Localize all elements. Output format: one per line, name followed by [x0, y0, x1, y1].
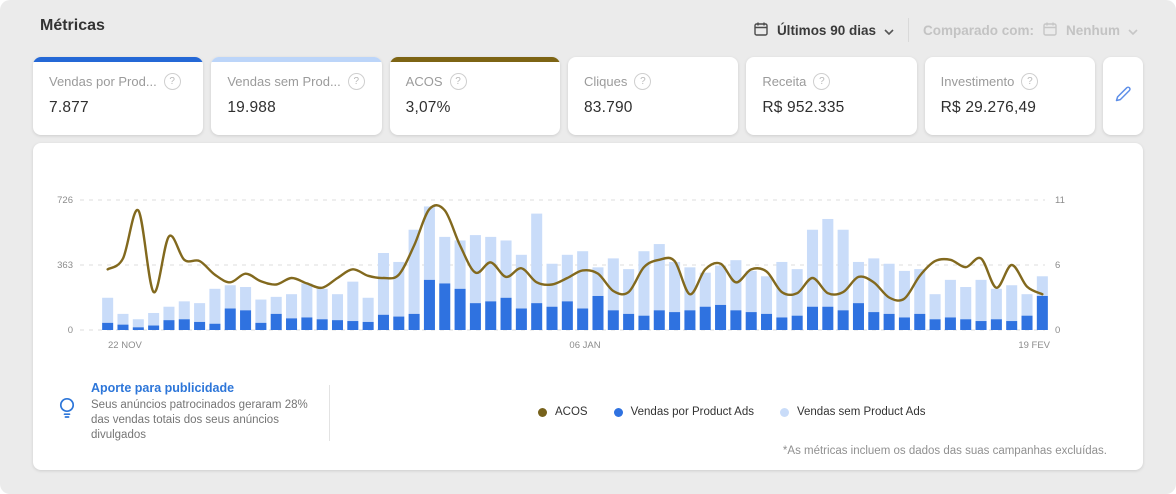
card-label: Vendas por Prod...: [49, 74, 157, 89]
card-value: 3,07%: [405, 99, 451, 116]
svg-text:0: 0: [68, 325, 73, 336]
card-value: R$ 29.276,49: [940, 99, 1037, 116]
card-value: R$ 952.335: [762, 99, 845, 116]
chevron-down-icon: [1128, 23, 1138, 38]
card-label: ACOS: [405, 74, 443, 89]
chart-footnote: *As métricas incluem os dados das suas c…: [782, 445, 1107, 457]
card-accent: [211, 57, 382, 62]
legend-item-acos[interactable]: ACOS: [538, 406, 588, 418]
legend-label: Vendas por Product Ads: [630, 406, 754, 418]
legend-item-vendas-por-product-ads[interactable]: Vendas por Product Ads: [613, 406, 754, 418]
svg-text:726: 726: [57, 195, 73, 206]
metric-card-vendas-por-product-ads[interactable]: Vendas por Prod... ? 7.877: [33, 57, 204, 135]
legend-label: Vendas sem Product Ads: [796, 406, 926, 418]
metric-card-acos[interactable]: ACOS ? 3,07%: [389, 57, 560, 135]
svg-text:6: 6: [1055, 260, 1060, 271]
legend-item-vendas-sem-product-ads[interactable]: Vendas sem Product Ads: [779, 406, 926, 418]
divider: [907, 18, 909, 42]
compare-prefix: Comparado com:: [922, 22, 1034, 38]
edit-metrics-button[interactable]: [1102, 57, 1143, 135]
header-controls: Últimos 90 dias Comparado com: Nenhum: [753, 18, 1138, 42]
help-icon[interactable]: ?: [449, 73, 467, 90]
insight-body: Seus anúncios patrocinados geraram 28% d…: [91, 399, 308, 441]
metric-card-receita[interactable]: Receita ? R$ 952.335: [746, 57, 917, 135]
card-value: 83.790: [583, 99, 633, 116]
compare-selector[interactable]: Comparado com: Nenhum: [923, 21, 1138, 40]
period-label: Últimos 90 dias: [776, 22, 876, 38]
legend-dot: [538, 407, 547, 417]
insight-block: Aporte para publicidade Seus anúncios pa…: [55, 379, 329, 443]
metric-card-vendas-sem-product-ads[interactable]: Vendas sem Prod... ? 19.988: [211, 57, 382, 135]
pencil-icon: [1113, 84, 1133, 109]
svg-text:0: 0: [1055, 325, 1060, 336]
metric-card-investimento[interactable]: Investimento ? R$ 29.276,49: [924, 57, 1095, 135]
card-label: Investimento: [940, 74, 1015, 89]
help-icon[interactable]: ?: [813, 73, 831, 90]
card-accent: [389, 57, 560, 62]
help-icon[interactable]: ?: [163, 73, 181, 90]
legend-label: ACOS: [555, 406, 588, 418]
svg-text:19 FEV: 19 FEV: [1018, 340, 1050, 351]
svg-text:06 JAN: 06 JAN: [569, 340, 600, 351]
svg-text:11: 11: [1055, 195, 1065, 206]
chart-panel: 0 0 363 6 726 11 22 NOV 06 JAN 19 FEV Aporte par…: [33, 143, 1143, 470]
card-accent: [925, 57, 1095, 62]
help-icon[interactable]: ?: [1021, 73, 1039, 90]
lightbulb-icon: [55, 396, 79, 443]
calendar-icon: [753, 21, 769, 40]
legend-dot: [779, 407, 789, 417]
metrics-chart: 0 0 363 6 726 11 22 NOV 06 JAN 19 FEV: [57, 195, 1065, 351]
calendar-icon: [1042, 21, 1058, 40]
period-selector[interactable]: Últimos 90 dias: [753, 21, 894, 40]
insight-title-link[interactable]: Aporte para publicidade: [91, 381, 235, 395]
chevron-down-icon: [884, 23, 894, 38]
card-label: Vendas sem Prod...: [227, 74, 341, 89]
page-title: Métricas: [40, 17, 105, 34]
card-accent: [568, 57, 738, 62]
card-value: 7.877: [49, 99, 89, 116]
svg-text:22 NOV: 22 NOV: [108, 340, 142, 351]
divider: [329, 385, 330, 441]
legend-dot: [613, 407, 623, 417]
help-icon[interactable]: ?: [634, 73, 652, 90]
help-icon[interactable]: ?: [347, 73, 365, 90]
card-label: Cliques: [583, 74, 628, 89]
card-accent: [746, 57, 916, 62]
svg-text:363: 363: [57, 260, 73, 271]
card-label: Receita: [762, 74, 807, 89]
card-value: 19.988: [227, 99, 276, 116]
metric-cards-row: Vendas por Prod... ? 7.877 Vendas sem Pr…: [33, 57, 1143, 135]
card-accent: [33, 57, 204, 62]
compare-value: Nenhum: [1066, 22, 1120, 38]
chart-legend: ACOS Vendas por Product Ads Vendas sem P…: [538, 406, 925, 418]
metric-card-cliques[interactable]: Cliques ? 83.790: [567, 57, 739, 135]
